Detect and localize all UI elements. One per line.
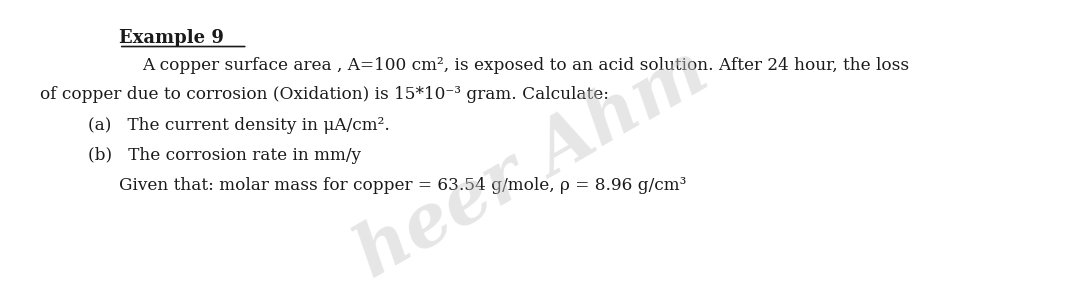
Text: A copper surface area , A=100 cm², is exposed to an acid solution. After 24 hour: A copper surface area , A=100 cm², is ex… bbox=[143, 57, 910, 74]
Text: heer Ahm: heer Ahm bbox=[345, 35, 721, 293]
Text: of copper due to corrosion (Oxidation) is 15*10⁻³ gram. Calculate:: of copper due to corrosion (Oxidation) i… bbox=[40, 86, 609, 103]
Text: (b)   The corrosion rate in mm/y: (b) The corrosion rate in mm/y bbox=[88, 147, 361, 164]
Text: Example 9: Example 9 bbox=[119, 29, 223, 47]
Text: Given that: molar mass for copper = 63.54 g/mole, ρ = 8.96 g/cm³: Given that: molar mass for copper = 63.5… bbox=[119, 177, 686, 194]
Text: (a)   The current density in μA/cm².: (a) The current density in μA/cm². bbox=[88, 117, 390, 133]
